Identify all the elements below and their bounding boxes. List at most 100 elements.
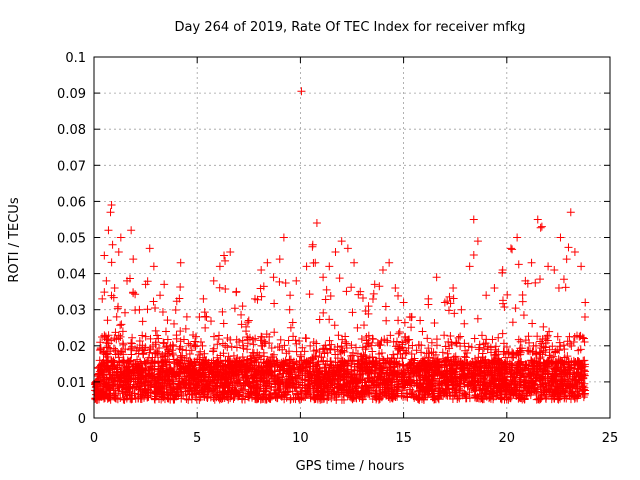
data-point (306, 341, 315, 350)
data-point (407, 388, 416, 397)
data-point (323, 373, 332, 382)
data-point (257, 265, 266, 274)
data-point (232, 357, 241, 366)
data-point (261, 359, 270, 368)
data-point (391, 391, 400, 400)
data-point (453, 392, 462, 401)
data-point (348, 395, 357, 404)
data-point (222, 392, 231, 401)
data-point (372, 393, 381, 402)
data-point (545, 345, 554, 354)
data-point (273, 372, 282, 381)
data-point (556, 342, 565, 351)
data-point (122, 394, 131, 403)
data-point (214, 331, 223, 340)
data-point (294, 371, 303, 380)
data-point (98, 294, 107, 303)
data-point (153, 347, 162, 356)
data-point (369, 335, 378, 344)
data-point (243, 355, 252, 364)
data-point (525, 371, 534, 380)
data-point (121, 308, 130, 317)
data-point (579, 374, 588, 383)
data-point (191, 393, 200, 402)
data-point (514, 335, 523, 344)
data-point (325, 336, 334, 345)
data-point (108, 240, 117, 249)
data-point (415, 372, 424, 381)
data-point (522, 389, 531, 398)
data-point (201, 323, 210, 332)
data-point (431, 383, 440, 392)
data-point (368, 295, 377, 304)
data-point (454, 357, 463, 366)
data-point (537, 339, 546, 348)
data-point (538, 374, 547, 383)
data-point (497, 394, 506, 403)
data-point (443, 349, 452, 358)
data-point (394, 342, 403, 351)
data-point (385, 357, 394, 366)
data-point (400, 379, 409, 388)
data-point (114, 353, 123, 362)
data-point (346, 389, 355, 398)
data-point (141, 378, 150, 387)
data-point (168, 340, 177, 349)
data-point (184, 339, 193, 348)
data-point (161, 327, 170, 336)
data-point (560, 353, 569, 362)
data-point (482, 291, 491, 300)
data-point (118, 358, 127, 367)
data-point (352, 378, 361, 387)
data-point (353, 359, 362, 368)
data-point (481, 376, 489, 385)
data-point (428, 393, 437, 402)
data-point (102, 276, 111, 285)
data-point (129, 289, 138, 298)
data-point (375, 390, 384, 399)
data-point (578, 361, 587, 370)
data-point (333, 354, 342, 363)
data-point (495, 364, 504, 373)
data-point (269, 273, 278, 282)
data-point (245, 387, 254, 396)
data-point (143, 305, 152, 314)
data-point (424, 300, 433, 309)
data-point (326, 291, 335, 300)
data-point (238, 336, 247, 345)
data-point (445, 292, 454, 301)
data-point (124, 370, 133, 379)
y-tick-label: 0.1 (65, 51, 86, 66)
data-point (288, 318, 297, 327)
data-point (552, 363, 561, 372)
data-point (415, 393, 424, 402)
data-point (184, 395, 193, 404)
data-point (237, 310, 246, 319)
data-point (448, 383, 457, 392)
data-point (354, 290, 363, 299)
data-point (506, 244, 515, 253)
data-point (456, 342, 465, 351)
data-point (119, 340, 128, 349)
data-point (500, 303, 509, 311)
data-point (158, 351, 167, 360)
data-point (302, 262, 311, 271)
data-point (542, 392, 551, 401)
data-point (525, 338, 534, 347)
data-point (528, 319, 537, 328)
data-point (146, 334, 155, 343)
data-point (282, 349, 291, 358)
data-point (267, 371, 276, 380)
y-tick-label: 0.03 (57, 304, 86, 319)
data-point (463, 359, 472, 368)
data-point (534, 395, 543, 404)
data-point (284, 336, 293, 345)
data-point (559, 341, 568, 350)
data-point (452, 338, 461, 347)
data-point (443, 297, 452, 306)
data-point (494, 381, 503, 390)
data-point (201, 312, 210, 321)
data-point (346, 373, 355, 382)
data-point (537, 222, 546, 231)
data-point (449, 366, 458, 375)
